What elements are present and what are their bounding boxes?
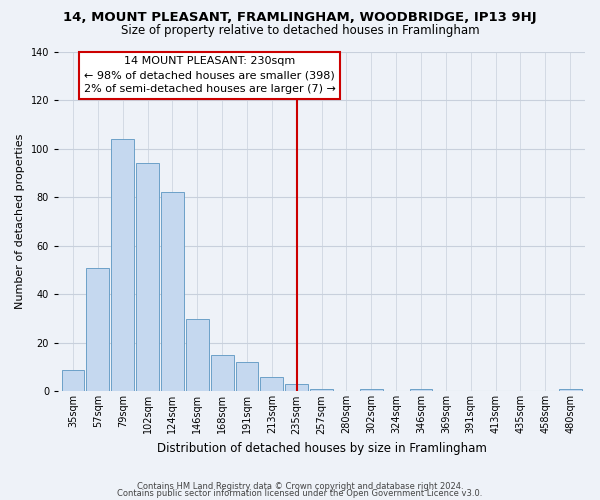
X-axis label: Distribution of detached houses by size in Framlingham: Distribution of detached houses by size … bbox=[157, 442, 487, 455]
Bar bbox=[186, 318, 209, 392]
Text: 14, MOUNT PLEASANT, FRAMLINGHAM, WOODBRIDGE, IP13 9HJ: 14, MOUNT PLEASANT, FRAMLINGHAM, WOODBRI… bbox=[63, 11, 537, 24]
Text: 14 MOUNT PLEASANT: 230sqm
← 98% of detached houses are smaller (398)
2% of semi-: 14 MOUNT PLEASANT: 230sqm ← 98% of detac… bbox=[84, 56, 335, 94]
Bar bbox=[260, 377, 283, 392]
Text: Contains HM Land Registry data © Crown copyright and database right 2024.: Contains HM Land Registry data © Crown c… bbox=[137, 482, 463, 491]
Bar bbox=[86, 268, 109, 392]
Bar bbox=[310, 389, 333, 392]
Bar bbox=[559, 389, 581, 392]
Bar bbox=[62, 370, 85, 392]
Bar bbox=[211, 355, 233, 392]
Bar bbox=[236, 362, 259, 392]
Bar bbox=[136, 163, 159, 392]
Bar bbox=[285, 384, 308, 392]
Bar bbox=[410, 389, 433, 392]
Text: Contains public sector information licensed under the Open Government Licence v3: Contains public sector information licen… bbox=[118, 489, 482, 498]
Text: Size of property relative to detached houses in Framlingham: Size of property relative to detached ho… bbox=[121, 24, 479, 37]
Bar bbox=[161, 192, 184, 392]
Bar bbox=[360, 389, 383, 392]
Bar bbox=[111, 139, 134, 392]
Y-axis label: Number of detached properties: Number of detached properties bbox=[15, 134, 25, 309]
